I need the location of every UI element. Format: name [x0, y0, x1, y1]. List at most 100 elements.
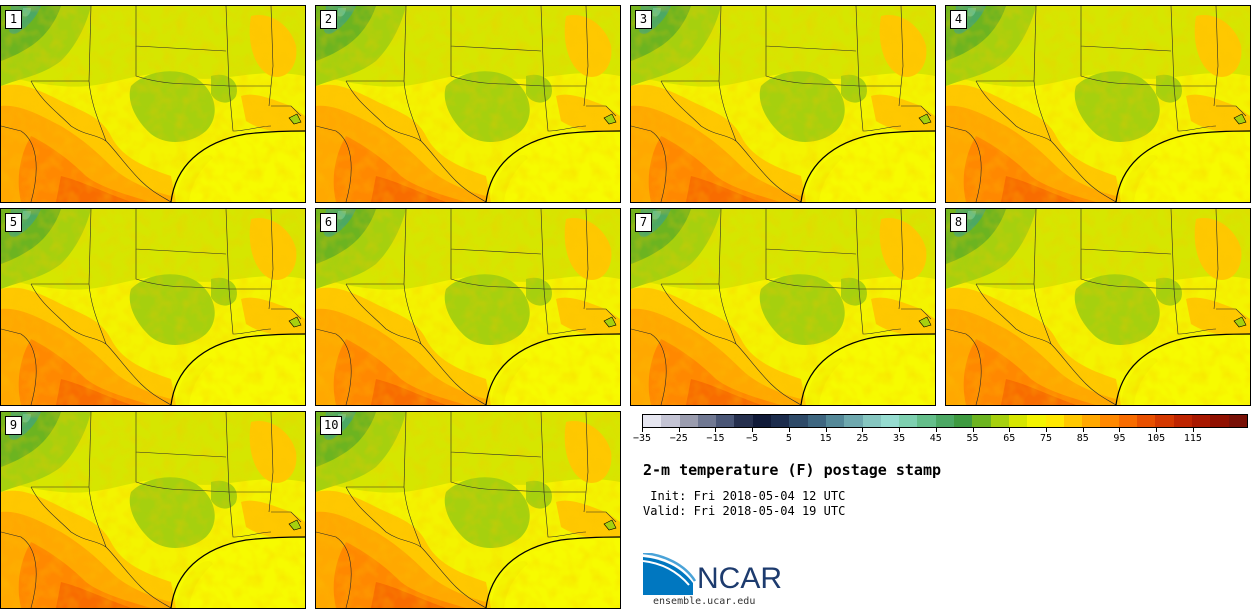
map-panel[interactable]: 10	[315, 411, 621, 609]
colorbar-tick-label: 95	[1113, 433, 1126, 444]
colorbar-tick	[1009, 428, 1011, 432]
colorbar-tick-label: 35	[893, 433, 906, 444]
panel-label: 9	[5, 416, 22, 435]
panel-label: 3	[635, 10, 652, 29]
colorbar-tick	[862, 428, 864, 432]
colorbar-tick	[715, 428, 717, 432]
colorbar-swatch	[752, 415, 772, 427]
colorbar-tick	[935, 428, 937, 432]
colorbar-swatch	[899, 415, 918, 427]
colorbar-swatch	[917, 415, 936, 427]
temperature-map	[1, 209, 305, 405]
colorbar-tick	[825, 428, 827, 432]
colorbar-tick	[972, 428, 974, 432]
map-panel[interactable]: 8	[945, 208, 1251, 406]
colorbar-swatch	[1100, 415, 1119, 427]
colorbar-swatch	[661, 415, 680, 427]
colorbar-swatch	[1082, 415, 1101, 427]
colorbar-swatch	[990, 415, 1009, 427]
panel-label: 2	[320, 10, 337, 29]
map-panel[interactable]: 2	[315, 5, 621, 203]
colorbar-swatch	[862, 415, 881, 427]
colorbar-swatch	[1210, 415, 1229, 427]
colorbar-tick-label: −35	[632, 433, 652, 444]
temperature-map	[1, 412, 305, 608]
colorbar-swatch	[1045, 415, 1064, 427]
colorbar-tick-label: 55	[966, 433, 979, 444]
colorbar-swatch	[697, 415, 717, 427]
map-panel[interactable]: 9	[0, 411, 306, 609]
colorbar-swatch	[1191, 415, 1211, 427]
map-panel[interactable]: 3	[630, 5, 936, 203]
map-panel[interactable]: 5	[0, 208, 306, 406]
site-url[interactable]: ensemble.ucar.edu	[653, 596, 756, 607]
logo-text: NCAR	[697, 562, 783, 595]
map-panel[interactable]: 7	[630, 208, 936, 406]
colorbar-swatch	[679, 415, 698, 427]
colorbar-tick	[642, 428, 643, 432]
temperature-map	[946, 209, 1250, 405]
colorbar-tick	[752, 428, 754, 432]
temperature-map	[631, 6, 935, 202]
temperature-map	[316, 209, 620, 405]
colorbar-swatch	[1027, 415, 1046, 427]
colorbar-tick-label: 25	[856, 433, 869, 444]
panel-label: 4	[950, 10, 967, 29]
valid-time: Valid: Fri 2018-05-04 19 UTC	[643, 504, 846, 518]
temperature-map	[631, 209, 935, 405]
colorbar-tick	[788, 428, 790, 432]
panel-label: 10	[320, 416, 343, 435]
colorbar-tick	[1046, 428, 1047, 432]
colorbar-swatch	[844, 415, 863, 427]
colorbar: −35 −25 −15 −5 5 15 25 35 45 55 65 75 85 95 105 115	[633, 414, 1248, 446]
temperature-map	[1, 6, 305, 202]
colorbar-swatch	[1008, 415, 1028, 427]
panel-label: 5	[5, 213, 22, 232]
map-panel[interactable]: 4	[945, 5, 1251, 203]
colorbar-tick-label: 85	[1076, 433, 1089, 444]
colorbar-tick	[678, 428, 680, 432]
colorbar-swatch	[954, 415, 973, 427]
temperature-map	[316, 412, 620, 608]
colorbar-tick-label: −15	[706, 433, 725, 444]
colorbar-tick-label: −5	[746, 433, 759, 444]
ncar-logo-icon	[643, 553, 697, 595]
colorbar-tick-label: 5	[785, 433, 792, 444]
colorbar-tick	[1156, 428, 1158, 432]
colorbar-tick-label: 105	[1147, 433, 1166, 444]
temperature-map	[946, 6, 1250, 202]
colorbar-tick-label: 75	[1039, 433, 1053, 444]
panel-label: 8	[950, 213, 967, 232]
colorbar-tick	[899, 428, 901, 432]
colorbar-swatch	[1228, 415, 1247, 427]
colorbar-tick	[1192, 428, 1194, 432]
colorbar-tick-label: −25	[669, 433, 688, 444]
colorbar-swatch	[789, 415, 808, 427]
map-panel[interactable]: 6	[315, 208, 621, 406]
colorbar-tick-label: 115	[1183, 433, 1202, 444]
colorbar-swatch	[972, 415, 991, 427]
colorbar-swatch	[1173, 415, 1192, 427]
colorbar-strip	[642, 414, 1248, 428]
colorbar-swatch	[825, 415, 845, 427]
map-panel[interactable]: 1	[0, 5, 306, 203]
colorbar-tick	[1082, 428, 1084, 432]
panel-label: 6	[320, 213, 337, 232]
chart-title: 2-m temperature (F) postage stamp	[643, 461, 942, 479]
init-time: Init: Fri 2018-05-04 12 UTC	[643, 489, 846, 503]
panel-label: 7	[635, 213, 652, 232]
colorbar-tick-label: 45	[929, 433, 942, 444]
colorbar-tick	[1119, 428, 1121, 432]
colorbar-tick-label: 65	[1003, 433, 1016, 444]
colorbar-tick-label: 15	[819, 433, 832, 444]
colorbar-swatch	[1155, 415, 1174, 427]
colorbar-swatch	[880, 415, 900, 427]
colorbar-swatch	[1137, 415, 1156, 427]
colorbar-swatch	[1063, 415, 1083, 427]
panel-label: 1	[5, 10, 22, 29]
colorbar-swatch	[771, 415, 790, 427]
colorbar-swatch	[807, 415, 826, 427]
colorbar-swatch	[716, 415, 735, 427]
colorbar-swatch	[935, 415, 955, 427]
colorbar-swatch	[1118, 415, 1138, 427]
